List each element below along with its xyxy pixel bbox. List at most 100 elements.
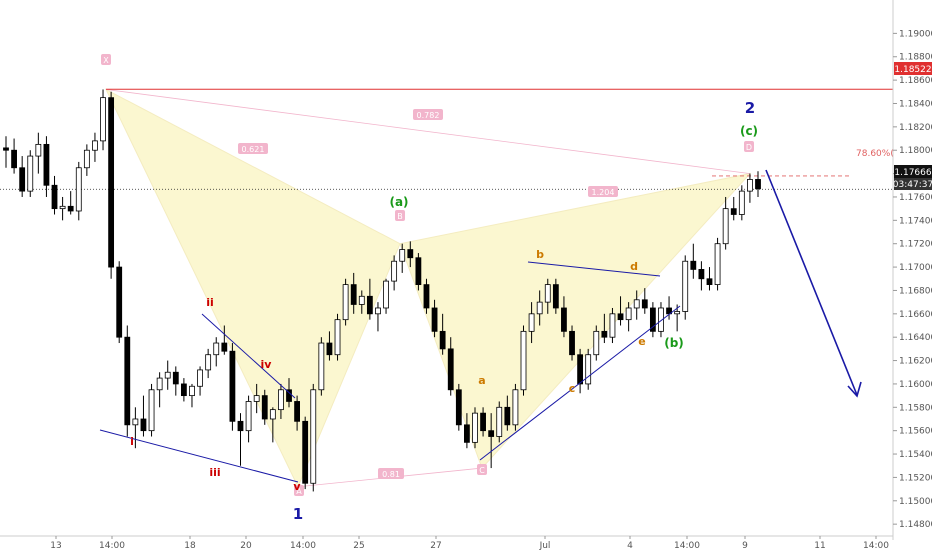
svg-text:0.621: 0.621: [242, 145, 265, 154]
y-tick-label: 1.15000: [899, 497, 932, 507]
projection-arrow: [765, 169, 862, 398]
candle: [383, 278, 389, 314]
candle: [488, 413, 495, 469]
candle: [75, 161, 82, 221]
candle: [577, 348, 584, 394]
subwave-a-label: a: [478, 374, 485, 387]
point-d-marker: D: [744, 141, 754, 152]
ratio-bd-label: 1.204: [588, 186, 618, 197]
x-tick-label: 9: [742, 541, 748, 550]
wave-1-label: 1: [293, 505, 303, 523]
price-axis[interactable]: 1.19000 1.18800 1.18600 1.18400 1.18200 1.180…: [892, 0, 932, 540]
candle: [641, 288, 648, 314]
trendline-upper-right: [527, 261, 661, 277]
candle: [108, 91, 115, 279]
svg-text:A: A: [296, 487, 302, 496]
point-b-marker: B: [395, 210, 405, 221]
candle: [674, 304, 681, 332]
candle: [334, 313, 341, 361]
candle: [172, 366, 179, 396]
candle: [544, 278, 551, 314]
candle: [213, 337, 220, 367]
current-price-label: 1.17666: [894, 168, 931, 178]
candle: [189, 383, 195, 408]
candle: [67, 191, 74, 215]
candle: [278, 383, 284, 419]
svg-text:C: C: [479, 466, 485, 475]
subwave-v-label: v: [293, 480, 301, 493]
svg-text:X: X: [103, 56, 109, 65]
x-tick-label: 4: [627, 541, 633, 550]
pattern-points: X A B C D: [101, 54, 754, 496]
subwave-d-label: d: [630, 260, 638, 273]
y-tick-label: 1.15600: [899, 427, 932, 437]
svg-text:0.81: 0.81: [382, 470, 400, 479]
candle: [237, 413, 244, 466]
subwave-i-label: i: [130, 435, 134, 448]
candle: [229, 343, 236, 431]
candle: [601, 313, 608, 344]
candle: [350, 272, 357, 314]
countdown-label: 03:47:37: [893, 180, 932, 190]
candle: [504, 395, 511, 431]
candle: [391, 255, 398, 291]
red-level-badge: 1.18522: [894, 62, 932, 75]
x-tick-label: 14:00: [99, 541, 125, 550]
candle: [609, 307, 616, 344]
candle: [738, 185, 745, 221]
ratio-xd-label: 0.782: [413, 109, 443, 120]
candle: [464, 413, 470, 449]
y-tick-label: 1.16000: [899, 380, 932, 390]
candle: [730, 196, 737, 221]
candle: [552, 278, 559, 314]
candle: [633, 290, 640, 320]
candle: [399, 243, 406, 273]
ratio-ac-label: 0.81: [378, 468, 404, 479]
candle: [569, 325, 575, 361]
x-tick-label: Jul: [539, 541, 551, 550]
y-tick-label: 1.18000: [899, 146, 932, 156]
svg-text:0.782: 0.782: [417, 111, 440, 120]
candle: [520, 325, 527, 396]
y-tick-label: 1.18400: [899, 99, 932, 109]
y-tick-label: 1.15400: [899, 450, 932, 460]
candle: [528, 302, 535, 344]
candle: [269, 407, 276, 443]
x-tick-label: 14:00: [674, 541, 700, 550]
y-tick-label: 1.19000: [899, 29, 932, 39]
y-tick-label: 1.18600: [899, 76, 932, 86]
candle: [221, 325, 228, 355]
trendline-lower-right: [479, 305, 681, 461]
candle: [472, 407, 478, 449]
candle: [342, 278, 349, 326]
point-x-marker: X: [101, 54, 111, 65]
candlestick-series: [3, 89, 761, 492]
candle: [375, 302, 381, 332]
candle: [658, 302, 664, 338]
candle: [593, 325, 600, 361]
arrow-head-icon: [847, 381, 862, 398]
x-tick-label: 18: [184, 541, 196, 550]
time-axis[interactable]: 13 14:00 18 20 14:00 25 27 Jul 4 14:00 9 11 14:00: [0, 535, 893, 550]
subwave-iv-label: iv: [261, 358, 273, 371]
pattern-triangle-bcd: [399, 172, 752, 470]
candle: [35, 132, 42, 174]
candle: [164, 360, 171, 390]
current-price-badge: 1.17666 03:47:37: [893, 165, 932, 190]
candle: [245, 395, 252, 443]
subwave-e-label: e: [638, 335, 645, 348]
svg-text:D: D: [746, 143, 752, 152]
candle: [625, 302, 632, 332]
x-tick-label: 13: [50, 541, 61, 550]
candle: [536, 290, 543, 326]
candle: [261, 389, 268, 425]
candle: [714, 237, 721, 291]
candle: [197, 366, 203, 396]
candle: [318, 337, 325, 396]
candle: [358, 290, 365, 314]
candle: [415, 253, 422, 291]
candle: [423, 278, 430, 314]
projection-arrow-line: [765, 169, 858, 396]
candle: [480, 407, 486, 437]
